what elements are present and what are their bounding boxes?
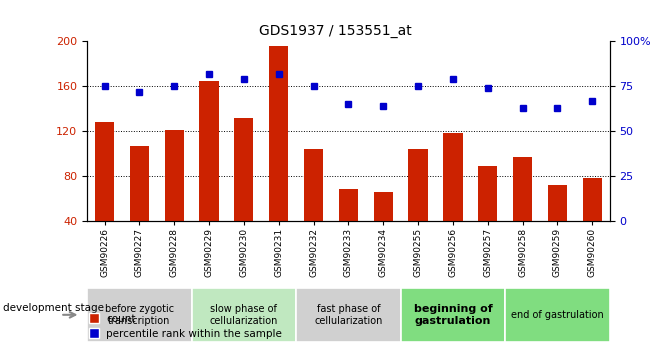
Text: beginning of
gastrulation: beginning of gastrulation bbox=[413, 304, 492, 326]
Bar bbox=[583, 178, 602, 221]
Bar bbox=[339, 189, 358, 221]
Text: GDS1937 / 153551_at: GDS1937 / 153551_at bbox=[259, 24, 411, 38]
Bar bbox=[478, 166, 497, 221]
Text: end of gastrulation: end of gastrulation bbox=[511, 310, 604, 320]
Bar bbox=[95, 122, 114, 221]
Text: development stage: development stage bbox=[3, 303, 105, 313]
Bar bbox=[304, 149, 323, 221]
Bar bbox=[130, 146, 149, 221]
Bar bbox=[374, 192, 393, 221]
Legend: count, percentile rank within the sample: count, percentile rank within the sample bbox=[86, 310, 287, 343]
Bar bbox=[269, 46, 288, 221]
Bar bbox=[548, 185, 567, 221]
Bar bbox=[200, 81, 218, 221]
Bar bbox=[409, 149, 427, 221]
Bar bbox=[513, 157, 532, 221]
Text: before zygotic
transcription: before zygotic transcription bbox=[105, 304, 174, 326]
Bar bbox=[165, 130, 184, 221]
Text: fast phase of
cellularization: fast phase of cellularization bbox=[314, 304, 383, 326]
Bar bbox=[234, 118, 253, 221]
Bar bbox=[444, 133, 462, 221]
Text: slow phase of
cellularization: slow phase of cellularization bbox=[210, 304, 278, 326]
